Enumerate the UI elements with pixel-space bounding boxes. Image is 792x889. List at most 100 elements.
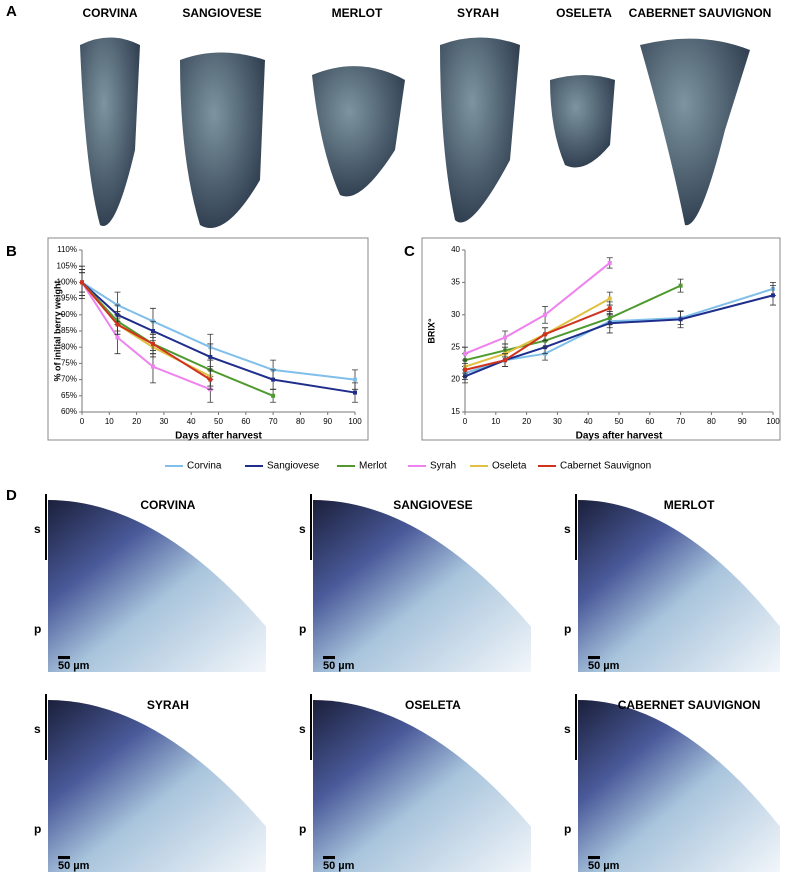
micrograph-title: OSELETA — [405, 698, 461, 712]
x-tick-label: 30 — [159, 417, 168, 426]
point — [607, 306, 612, 311]
grape-photo — [440, 37, 520, 223]
point — [607, 260, 612, 265]
series-line — [81, 281, 211, 381]
micrograph — [578, 700, 780, 872]
point — [271, 393, 276, 398]
series-line — [464, 287, 774, 375]
scale-bar — [58, 856, 70, 859]
legend-label: Oseleta — [492, 461, 527, 472]
layer-label: p — [564, 822, 571, 836]
y-tick-label: 40 — [451, 245, 460, 254]
micrograph-title: SANGIOVESE — [393, 498, 472, 512]
x-tick-label: 100 — [348, 417, 362, 426]
series-line — [81, 281, 274, 397]
series-line — [81, 281, 211, 391]
layer-label: p — [299, 822, 306, 836]
grape-photo — [180, 52, 265, 228]
variety-name: SANGIOVESE — [182, 6, 261, 20]
x-axis-title: Days after harvest — [175, 431, 262, 442]
y-tick-label: 60% — [61, 407, 77, 416]
legend-label: Sangiovese — [267, 461, 320, 472]
x-tick-label: 10 — [105, 417, 114, 426]
y-tick-label: 70% — [61, 375, 77, 384]
series-line — [81, 281, 356, 381]
point — [353, 390, 357, 395]
x-tick-label: 70 — [269, 417, 278, 426]
grape-photo — [640, 38, 750, 226]
x-tick-label: 80 — [296, 417, 305, 426]
y-tick-label: 65% — [61, 391, 77, 400]
layer-label: p — [34, 622, 41, 636]
point — [607, 316, 612, 321]
panel-label: B — [6, 243, 17, 260]
y-tick-label: 75% — [61, 359, 77, 368]
x-tick-label: 40 — [584, 417, 593, 426]
variety-name: SYRAH — [457, 6, 499, 20]
grape-photo — [550, 75, 615, 168]
point — [503, 335, 508, 340]
micrograph — [48, 700, 266, 872]
scale-bar — [323, 856, 335, 859]
panel-label: C — [404, 243, 415, 260]
point — [115, 335, 120, 340]
legend-label: Syrah — [430, 461, 456, 472]
scale-bar — [588, 856, 600, 859]
scale-label: 50 µm — [58, 860, 90, 872]
scale-bar — [58, 656, 70, 659]
layer-label: s — [299, 522, 306, 536]
layer-label: p — [564, 622, 571, 636]
y-tick-label: 25 — [451, 342, 460, 351]
y-tick-label: 30 — [451, 310, 460, 319]
x-tick-label: 20 — [522, 417, 531, 426]
x-tick-label: 60 — [241, 417, 250, 426]
legend-label: Cabernet Sauvignon — [560, 461, 651, 472]
x-axis-title: Days after harvest — [576, 431, 663, 442]
micrograph-title: SYRAH — [147, 698, 189, 712]
y-tick-label: 20 — [451, 375, 460, 384]
x-tick-label: 90 — [323, 417, 332, 426]
point — [150, 364, 155, 369]
point — [503, 358, 508, 363]
variety-name: MERLOT — [332, 6, 383, 20]
chart-frame — [47, 237, 369, 441]
point — [678, 317, 683, 322]
layer-label: s — [564, 522, 571, 536]
micrograph — [313, 500, 531, 672]
grape-photo — [312, 66, 405, 197]
y-tick-label: 35 — [451, 278, 460, 287]
x-tick-label: 80 — [707, 417, 716, 426]
panel-d: D CORVINA s p 50 µm SANGIOVESE s p 50 µm MERLOT s p… — [6, 487, 780, 872]
variety-name: OSELETA — [556, 6, 612, 20]
series-line — [81, 281, 356, 394]
micrograph-title: MERLOT — [664, 498, 715, 512]
series-line — [464, 262, 611, 355]
point — [607, 296, 612, 301]
layer-label: p — [299, 622, 306, 636]
x-tick-label: 60 — [645, 417, 654, 426]
x-tick-label: 30 — [553, 417, 562, 426]
micrograph-title: CORVINA — [140, 498, 195, 512]
y-tick-label: 110% — [57, 245, 77, 254]
point — [543, 332, 548, 337]
variety-name: CABERNET SAUVIGNON — [629, 6, 772, 20]
series-line — [464, 297, 611, 368]
series-line — [464, 294, 774, 378]
layer-label: s — [564, 722, 571, 736]
legend-label: Corvina — [187, 461, 222, 472]
panel-label: A — [6, 3, 17, 20]
point — [271, 377, 276, 382]
layer-label: p — [34, 822, 41, 836]
chart-frame — [421, 237, 781, 441]
point — [150, 341, 155, 346]
scale-label: 50 µm — [58, 660, 90, 672]
grape-photo — [80, 37, 140, 227]
point — [208, 354, 213, 359]
y-tick-label: 95% — [61, 294, 77, 303]
y-tick-label: 90% — [61, 310, 77, 319]
layer-label: s — [299, 722, 306, 736]
point — [80, 280, 84, 285]
grape-photos — [80, 37, 750, 228]
scale-label: 50 µm — [323, 860, 355, 872]
